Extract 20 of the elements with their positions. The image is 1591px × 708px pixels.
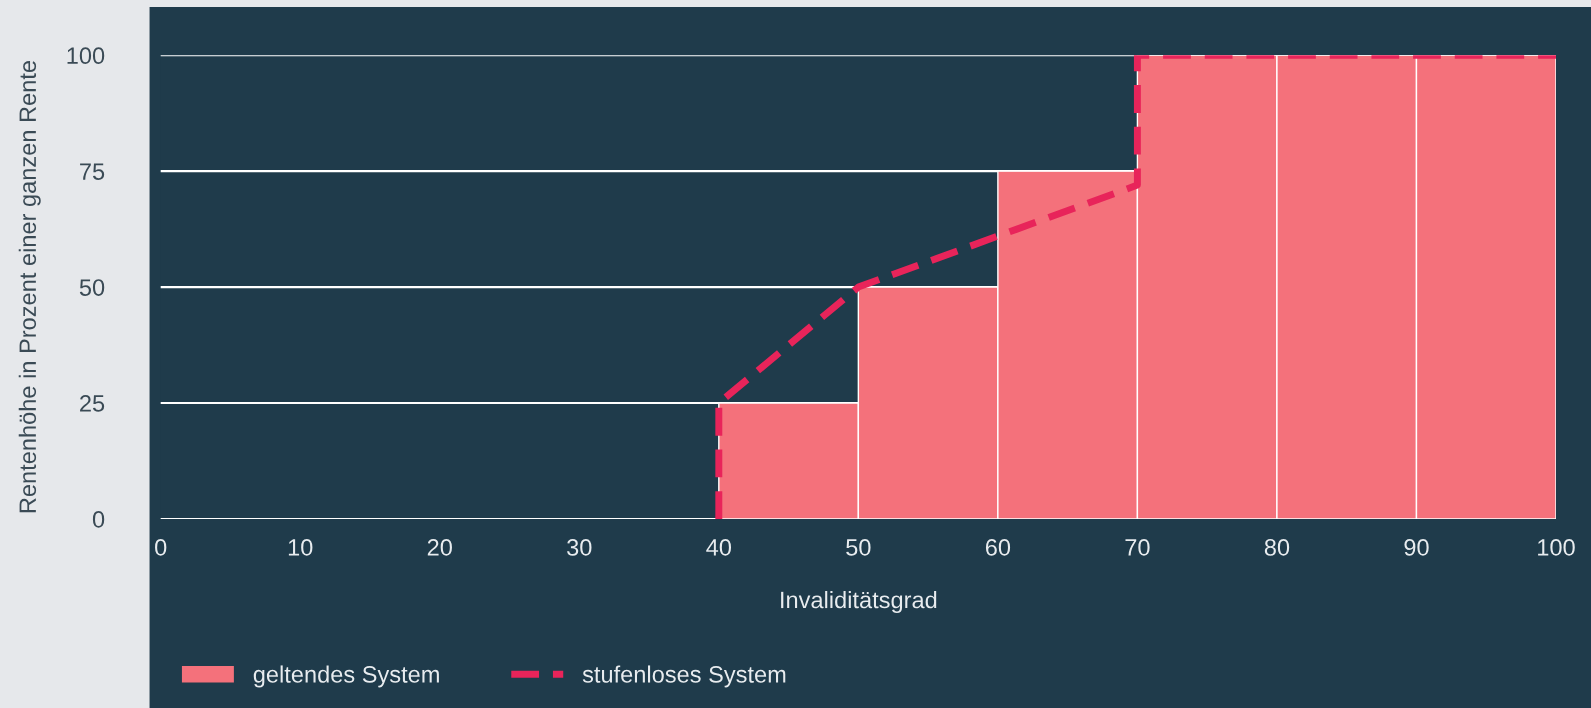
x-tick-label: 30 — [567, 539, 592, 556]
y-tick-label: 100 — [67, 47, 105, 65]
x-tick-label: 70 — [1125, 539, 1150, 556]
y-tick-label: 75 — [80, 163, 105, 180]
x-tick-label: 40 — [706, 539, 732, 556]
x-axis-title: Invaliditätsgrad — [781, 590, 937, 613]
x-tick-label: 50 — [846, 539, 871, 556]
x-tick-label: 100 — [1538, 539, 1575, 556]
x-tick-label: 80 — [1264, 539, 1290, 556]
y-tick-label: 25 — [80, 395, 105, 412]
y-tick-label: 0 — [92, 511, 105, 528]
x-tick-label: 60 — [985, 539, 1011, 556]
x-tick-label: 20 — [427, 539, 452, 556]
x-tick-label: 90 — [1404, 539, 1429, 556]
legend-label: stufenloses System — [582, 665, 786, 688]
x-tick-label: 0 — [155, 539, 167, 556]
x-tick-label: 10 — [288, 539, 313, 556]
legend-label: geltendes System — [253, 665, 439, 688]
y-tick-label: 50 — [79, 279, 105, 296]
y-axis-title: Rentenhöhe in Prozent einer ganzen Rente — [18, 61, 41, 513]
